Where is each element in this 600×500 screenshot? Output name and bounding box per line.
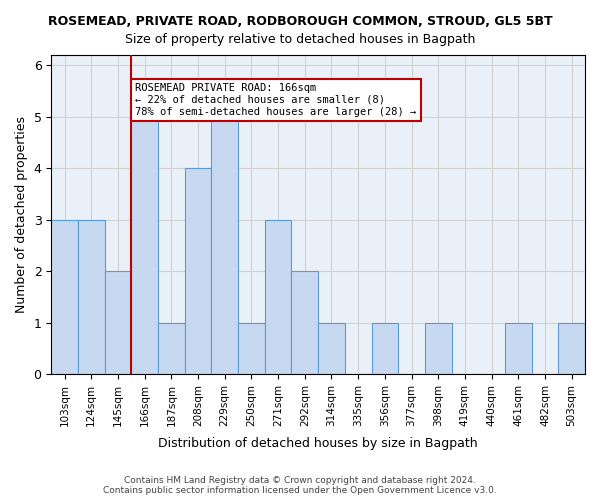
Bar xyxy=(158,322,185,374)
Bar xyxy=(292,271,318,374)
Bar xyxy=(265,220,292,374)
Bar xyxy=(238,322,265,374)
Text: Contains HM Land Registry data © Crown copyright and database right 2024.
Contai: Contains HM Land Registry data © Crown c… xyxy=(103,476,497,495)
Bar xyxy=(185,168,211,374)
Bar xyxy=(51,220,78,374)
Bar xyxy=(371,322,398,374)
Y-axis label: Number of detached properties: Number of detached properties xyxy=(15,116,28,313)
Bar xyxy=(318,322,345,374)
Bar xyxy=(559,322,585,374)
Bar xyxy=(131,116,158,374)
Bar xyxy=(104,271,131,374)
Bar xyxy=(78,220,104,374)
Bar xyxy=(505,322,532,374)
Text: ROSEMEAD, PRIVATE ROAD, RODBOROUGH COMMON, STROUD, GL5 5BT: ROSEMEAD, PRIVATE ROAD, RODBOROUGH COMMO… xyxy=(47,15,553,28)
Bar xyxy=(425,322,452,374)
Bar xyxy=(211,116,238,374)
Text: Size of property relative to detached houses in Bagpath: Size of property relative to detached ho… xyxy=(125,32,475,46)
Text: ROSEMEAD PRIVATE ROAD: 166sqm
← 22% of detached houses are smaller (8)
78% of se: ROSEMEAD PRIVATE ROAD: 166sqm ← 22% of d… xyxy=(136,84,416,116)
X-axis label: Distribution of detached houses by size in Bagpath: Distribution of detached houses by size … xyxy=(158,437,478,450)
